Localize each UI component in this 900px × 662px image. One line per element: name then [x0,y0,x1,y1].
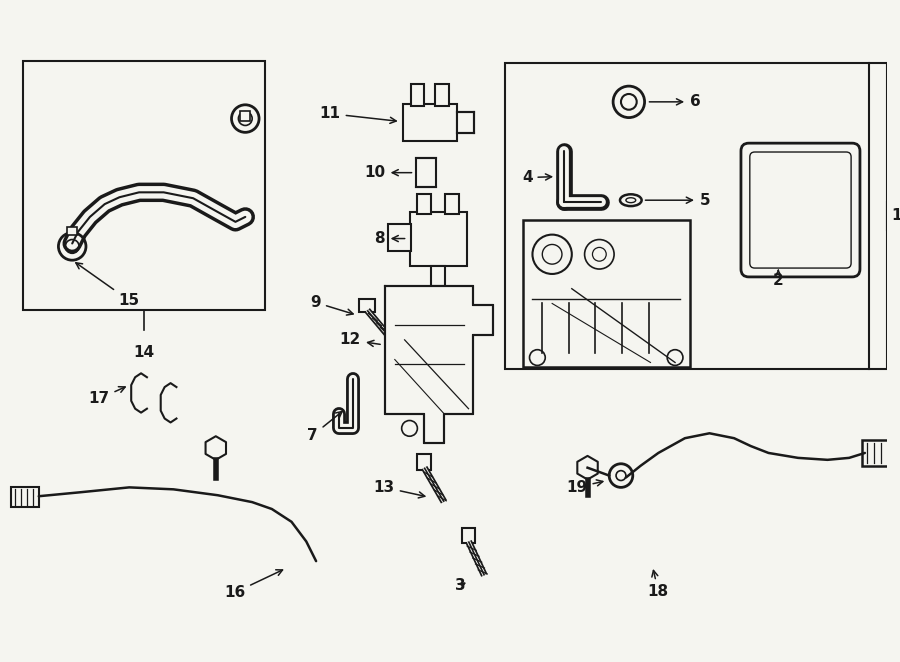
Ellipse shape [620,195,642,206]
Text: 7: 7 [308,412,342,443]
Text: 5: 5 [645,193,710,208]
Ellipse shape [626,198,635,203]
Bar [402,104,456,141]
Text: 13: 13 [374,480,425,498]
Bar [417,158,436,187]
Bar [11,487,39,507]
Bar [418,195,431,214]
Text: 11: 11 [320,106,396,123]
Bar [862,440,891,466]
Bar [523,220,689,367]
Text: 18: 18 [648,571,669,599]
Text: 10: 10 [364,165,411,180]
Bar [359,299,375,312]
Bar [435,84,449,106]
Text: 17: 17 [88,387,125,406]
Text: 3: 3 [455,578,466,593]
Bar [68,227,77,234]
Text: 19: 19 [566,480,603,495]
Bar [23,60,265,310]
Text: 4: 4 [522,170,552,185]
Text: 2: 2 [773,270,784,289]
Text: 1: 1 [891,209,900,224]
Circle shape [613,86,644,118]
Text: 15: 15 [76,263,140,308]
Text: 8: 8 [374,231,405,246]
Bar [505,62,868,369]
Bar [410,212,466,266]
Bar [418,454,431,469]
Circle shape [621,94,636,110]
Bar [388,224,411,252]
Text: 12: 12 [339,332,380,348]
Bar [445,195,459,214]
Text: 6: 6 [649,95,700,109]
Bar [410,84,424,106]
Bar [240,111,250,120]
Bar [431,266,445,286]
Circle shape [616,471,625,481]
Bar [456,112,474,133]
Bar [462,528,475,544]
Text: 14: 14 [133,345,155,359]
FancyBboxPatch shape [741,143,860,277]
Circle shape [609,464,633,487]
Text: 16: 16 [224,570,283,600]
Polygon shape [385,286,493,443]
Text: 9: 9 [310,295,353,315]
